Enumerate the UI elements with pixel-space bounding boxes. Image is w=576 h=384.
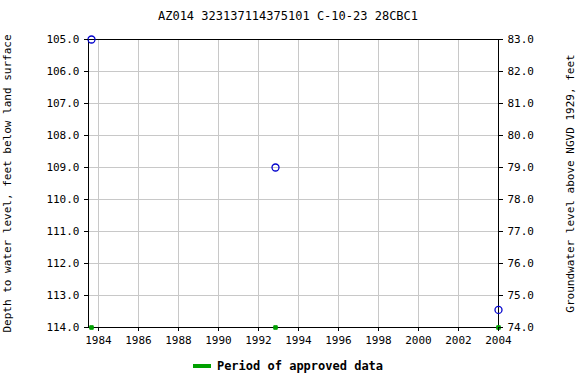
svg-text:1998: 1998 [365, 334, 392, 347]
svg-text:1994: 1994 [285, 334, 312, 347]
svg-text:110.0: 110.0 [46, 193, 79, 206]
svg-text:76.0: 76.0 [508, 257, 535, 270]
svg-text:78.0: 78.0 [508, 193, 535, 206]
html-text:AZ014 323137114375101 C-10-23: AZ014 323137114375101 C-10-23 28CBC1 [158, 9, 418, 23]
svg-text:114.0: 114.0 [46, 321, 79, 334]
svg-text:108.0: 108.0 [46, 129, 79, 142]
svg-text:2000: 2000 [405, 334, 432, 347]
svg-text:Groundwater level above NGVD 1: Groundwater level above NGVD 1929, feet [564, 54, 576, 312]
svg-text:1990: 1990 [205, 334, 232, 347]
svg-text:112.0: 112.0 [46, 257, 79, 270]
html-text:Period of approved data: Period of approved data [216, 359, 384, 373]
svg-text:1996: 1996 [325, 334, 352, 347]
svg-text:82.0: 82.0 [508, 65, 535, 78]
svg-text:2004: 2004 [485, 334, 512, 347]
svg-text:1988: 1988 [165, 334, 192, 347]
svg-text:1986: 1986 [125, 334, 152, 347]
svg-text:107.0: 107.0 [46, 97, 79, 110]
svg-text:106.0: 106.0 [46, 65, 79, 78]
svg-text:81.0: 81.0 [508, 97, 535, 110]
svg-text:111.0: 111.0 [46, 225, 79, 238]
svg-text:113.0: 113.0 [46, 289, 79, 302]
svg-text:83.0: 83.0 [508, 33, 535, 46]
svg-text:1984: 1984 [85, 334, 112, 347]
svg-text:109.0: 109.0 [46, 161, 79, 174]
svg-text:77.0: 77.0 [508, 225, 535, 238]
svg-text:105.0: 105.0 [46, 33, 79, 46]
svg-text:2002: 2002 [445, 334, 472, 347]
svg-text:74.0: 74.0 [508, 321, 535, 334]
svg-text:1992: 1992 [245, 334, 272, 347]
svg-text:79.0: 79.0 [508, 161, 535, 174]
svg-text:Depth to water level, feet bel: Depth to water level, feet below land su… [1, 34, 14, 332]
svg-text:75.0: 75.0 [508, 289, 535, 302]
svg-text:80.0: 80.0 [508, 129, 535, 142]
